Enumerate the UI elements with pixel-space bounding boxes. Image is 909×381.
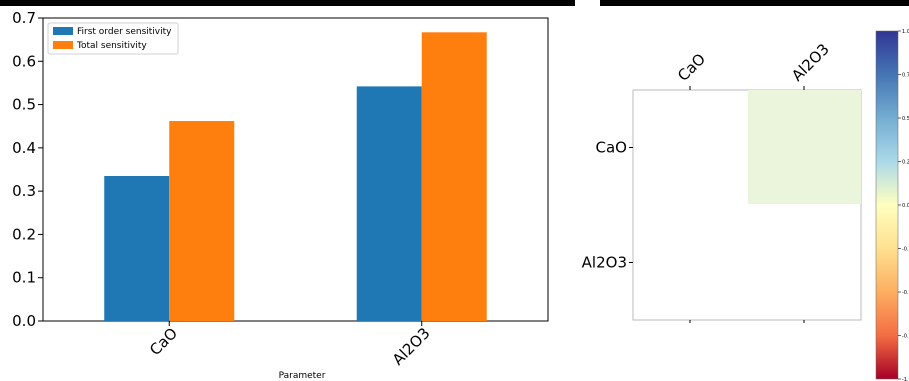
y-tick-label: 0.1	[12, 269, 36, 287]
legend-swatch-total	[53, 41, 73, 49]
y-tick-label: 0.5	[12, 96, 36, 114]
heatmap-y-tick-label: Al2O3	[582, 254, 627, 272]
heatmap-x-tick-label: Al2O3	[788, 40, 833, 85]
bar-first-order-cao	[104, 175, 170, 321]
y-tick-label: 0.7	[12, 9, 36, 27]
y-tick-label: 0.6	[12, 52, 36, 70]
y-tick-label: 0.0	[12, 312, 36, 330]
bar-total-cao	[169, 121, 235, 322]
colorbar-ticks: 1.00 0.75 0.50 0.25 0.00 -0.25 -0.50 -0.75 -1.00	[898, 29, 909, 381]
top-border-right	[600, 0, 909, 6]
x-axis: CaO Al2O3	[146, 321, 434, 369]
heatmap-y-tick-label: CaO	[596, 139, 627, 157]
colorbar-tick-label: -0.50	[902, 290, 909, 296]
legend-label-first-order: First order sensitivity	[77, 27, 172, 37]
colorbar-tick-label: 0.00	[902, 203, 909, 209]
legend: First order sensitivity Total sensitivit…	[47, 22, 179, 55]
y-tick-label: 0.3	[12, 182, 36, 200]
heatmap-x-tick-label: CaO	[674, 50, 709, 85]
bar-chart: 0.0 0.1 0.2 0.3 0.4 0.5 0.6 0.7 CaO Al2O3 Parame…	[12, 9, 549, 381]
heatmap-cell	[748, 90, 861, 204]
bar-total-al2o3	[421, 32, 487, 321]
colorbar-tick-label: -0.25	[902, 247, 909, 253]
y-tick-label: 0.4	[12, 139, 36, 157]
colorbar-tick-label: -1.00	[902, 377, 909, 381]
colorbar-tick-label: 0.50	[902, 116, 909, 122]
colorbar-tick-label: 0.75	[902, 73, 909, 79]
y-axis: 0.0 0.1 0.2 0.3 0.4 0.5 0.6 0.7	[12, 9, 43, 330]
colorbar-tick-label: 0.25	[902, 160, 909, 166]
heatmap-chart: CaO Al2O3 CaO Al2O3	[582, 40, 862, 323]
colorbar: 1.00 0.75 0.50 0.25 0.00 -0.25 -0.50 -0.75 -1.00	[875, 29, 909, 381]
bars	[104, 32, 487, 322]
x-tick-label: CaO	[146, 324, 181, 359]
y-tick-label: 0.2	[12, 225, 36, 243]
x-tick-label: Al2O3	[389, 324, 434, 369]
x-axis-label: Parameter	[279, 371, 326, 381]
top-border-left	[0, 0, 575, 6]
colorbar-tick-label: 1.00	[902, 29, 909, 35]
bar-plot-frame	[42, 17, 549, 322]
colorbar-tick-label: -0.75	[902, 334, 909, 340]
legend-swatch-first-order	[53, 27, 73, 35]
legend-label-total: Total sensitivity	[76, 41, 147, 51]
colorbar-gradient	[875, 30, 899, 380]
bar-first-order-al2o3	[356, 86, 422, 322]
legend-box	[47, 22, 179, 55]
